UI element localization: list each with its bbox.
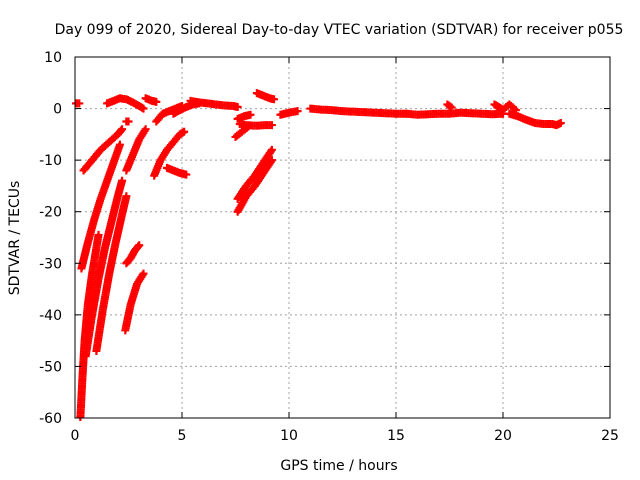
data-point-marker <box>180 127 189 136</box>
data-arc <box>122 241 144 268</box>
axis-ticks: 0 5 10 15 20 25 10 0 -10 -20 -30 -40 -50 -60 <box>39 50 619 444</box>
data-arc <box>122 125 150 175</box>
x-axis-label: GPS time / hours <box>280 458 397 474</box>
data-arc <box>163 163 191 179</box>
data-arc <box>548 119 565 130</box>
y-tick-label: -50 <box>39 359 62 375</box>
data-point-marker <box>246 110 255 119</box>
data-arc <box>92 192 131 355</box>
y-axis-label: SDTVAR / TECUs <box>7 181 23 296</box>
data-point-marker <box>115 140 124 149</box>
data-arc <box>306 104 411 118</box>
data-arc <box>81 176 127 361</box>
x-tick-label: 0 <box>71 428 80 444</box>
data-point-marker <box>267 145 276 154</box>
data-point-marker <box>233 103 242 112</box>
data-point-marker <box>135 241 144 250</box>
plot-frame <box>74 56 611 419</box>
data-arc <box>402 108 507 119</box>
y-tick-label: -30 <box>39 256 62 272</box>
data-point-marker <box>293 107 302 116</box>
data-point-marker <box>94 230 103 239</box>
data-point-marker <box>182 170 191 179</box>
data-point-marker <box>270 95 279 104</box>
x-tick-label: 10 <box>280 428 298 444</box>
y-tick-label: -20 <box>39 205 62 221</box>
y-tick-label: 10 <box>44 50 62 66</box>
data-arc <box>233 145 276 203</box>
data-arc <box>235 120 276 130</box>
data-point-marker <box>118 176 127 185</box>
data-point-marker <box>556 119 565 128</box>
chart-title: Day 099 of 2020, Sidereal Day-to-day VTE… <box>55 22 624 38</box>
x-tick-label: 20 <box>494 428 512 444</box>
data-arc <box>233 110 255 123</box>
x-tick-label: 5 <box>178 428 187 444</box>
data-arc <box>443 100 456 112</box>
data-arc <box>79 125 127 175</box>
y-tick-label: -10 <box>39 153 62 169</box>
x-tick-label: 15 <box>387 428 405 444</box>
data-point-marker <box>139 104 148 113</box>
data-point-marker <box>75 99 84 108</box>
data-arc <box>103 94 148 113</box>
data-point-marker <box>124 117 133 126</box>
data-arc <box>122 117 133 126</box>
data-point-marker <box>447 103 456 112</box>
data-arc <box>252 89 279 104</box>
data-arc <box>150 127 189 180</box>
data-arc <box>72 99 84 108</box>
x-tick-label: 25 <box>601 428 619 444</box>
y-tick-label: -60 <box>39 411 62 427</box>
data-point-marker <box>267 121 276 130</box>
data-arc <box>121 269 148 335</box>
data-arc <box>186 96 242 112</box>
data-arc <box>141 94 161 106</box>
data-point-marker <box>152 97 161 106</box>
data-arc <box>276 107 302 119</box>
data-arc <box>77 140 124 273</box>
data-point-marker <box>118 125 127 134</box>
data-point-marker <box>141 125 150 134</box>
y-tick-label: 0 <box>53 102 62 118</box>
data-point-marker <box>139 269 148 278</box>
data-markers <box>72 89 565 421</box>
y-tick-label: -40 <box>39 308 62 324</box>
data-point-marker <box>122 192 131 201</box>
